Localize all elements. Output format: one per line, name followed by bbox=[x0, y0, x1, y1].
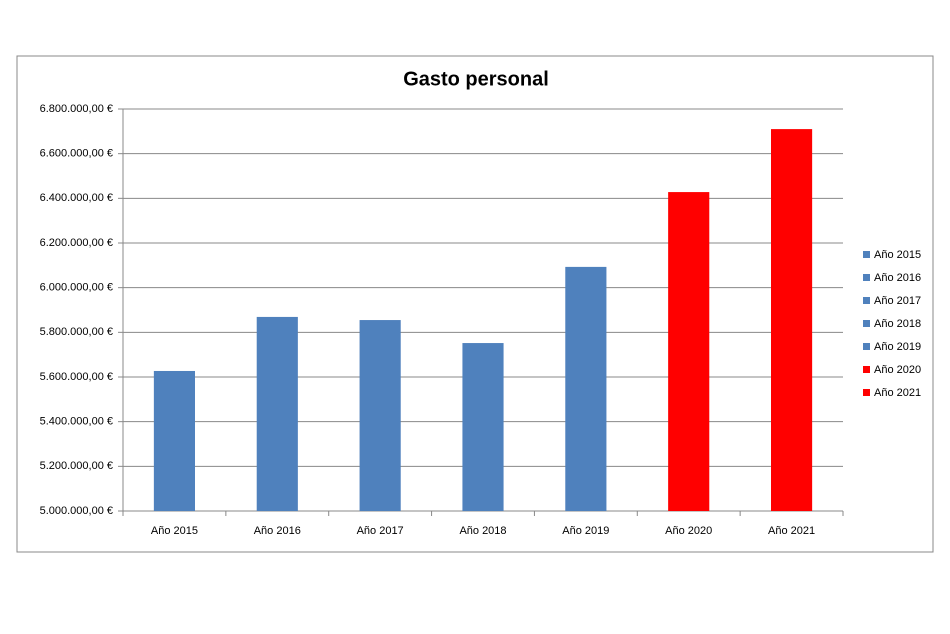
legend-swatch bbox=[863, 274, 870, 281]
bar bbox=[462, 343, 504, 511]
x-tick-label: Año 2021 bbox=[768, 525, 815, 537]
y-tick-label: 6.200.000,00 € bbox=[40, 237, 113, 249]
legend-label: Año 2021 bbox=[874, 387, 921, 399]
x-tick-label: Año 2018 bbox=[459, 525, 506, 537]
legend-swatch bbox=[863, 251, 870, 258]
legend-label: Año 2018 bbox=[874, 318, 921, 330]
y-tick-label: 6.800.000,00 € bbox=[40, 103, 113, 115]
y-tick-label: 6.400.000,00 € bbox=[40, 192, 113, 204]
y-tick-label: 5.600.000,00 € bbox=[40, 371, 113, 383]
bar bbox=[565, 266, 607, 511]
bar bbox=[359, 320, 401, 511]
chart-title: Gasto personal bbox=[403, 68, 549, 90]
legend-label: Año 2016 bbox=[874, 272, 921, 284]
legend-swatch bbox=[863, 343, 870, 350]
y-tick-label: 5.400.000,00 € bbox=[40, 416, 113, 428]
x-tick-label: Año 2020 bbox=[665, 525, 712, 537]
bar bbox=[153, 370, 195, 511]
legend-label: Año 2019 bbox=[874, 341, 921, 353]
legend-swatch bbox=[863, 320, 870, 327]
x-tick-label: Año 2016 bbox=[254, 525, 301, 537]
y-tick-label: 5.800.000,00 € bbox=[40, 326, 113, 338]
legend-swatch bbox=[863, 389, 870, 396]
y-tick-label: 6.600.000,00 € bbox=[40, 148, 113, 160]
legend-label: Año 2015 bbox=[874, 249, 921, 261]
legend-swatch bbox=[863, 366, 870, 373]
legend-swatch bbox=[863, 297, 870, 304]
x-tick-label: Año 2015 bbox=[151, 525, 198, 537]
legend-label: Año 2020 bbox=[874, 364, 921, 376]
y-tick-label: 6.000.000,00 € bbox=[40, 282, 113, 294]
legend-label: Año 2017 bbox=[874, 295, 921, 307]
y-tick-label: 5.000.000,00 € bbox=[40, 505, 113, 517]
x-tick-label: Año 2017 bbox=[357, 525, 404, 537]
y-tick-label: 5.200.000,00 € bbox=[40, 460, 113, 472]
x-tick-label: Año 2019 bbox=[562, 525, 609, 537]
bar bbox=[771, 129, 813, 511]
bar bbox=[256, 316, 298, 511]
bar bbox=[668, 192, 710, 511]
